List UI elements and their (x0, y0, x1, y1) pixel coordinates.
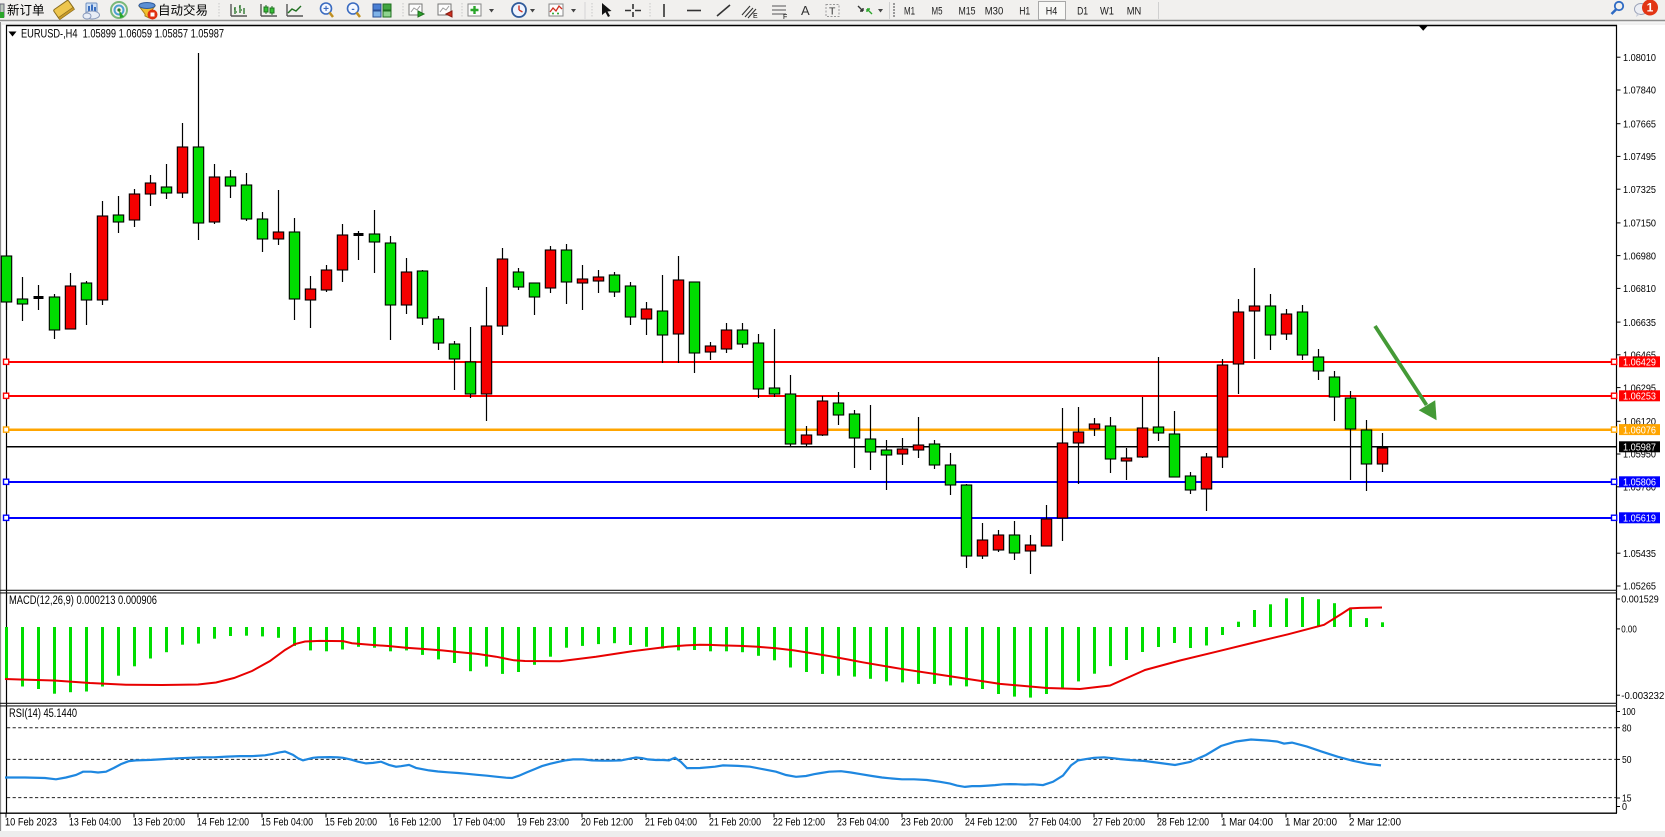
svg-text:1.06635: 1.06635 (1623, 318, 1656, 329)
svg-text:MACD(12,26,9) 0.000213 0.00090: MACD(12,26,9) 0.000213 0.000906 (9, 595, 157, 607)
svg-text:20 Feb 12:00: 20 Feb 12:00 (581, 817, 633, 829)
svg-text:1: 1 (1647, 1, 1654, 15)
svg-text:1 Mar 04:00: 1 Mar 04:00 (1221, 817, 1273, 829)
svg-text:21 Feb 20:00: 21 Feb 20:00 (709, 817, 761, 829)
svg-text:E: E (753, 13, 758, 20)
svg-text:1.06429: 1.06429 (1623, 358, 1656, 369)
svg-text:A: A (801, 3, 810, 18)
svg-text:28 Feb 12:00: 28 Feb 12:00 (1157, 817, 1209, 829)
svg-text:27 Feb 20:00: 27 Feb 20:00 (1093, 817, 1145, 829)
svg-text:-: - (351, 4, 354, 15)
svg-text:1.06465: 1.06465 (1623, 351, 1656, 362)
svg-text:2 Mar 12:00: 2 Mar 12:00 (1349, 817, 1401, 829)
svg-text:1.06076: 1.06076 (1623, 425, 1656, 436)
svg-text:15 Feb 04:00: 15 Feb 04:00 (261, 817, 313, 829)
svg-text:16 Feb 12:00: 16 Feb 12:00 (389, 817, 441, 829)
svg-text:1.05987: 1.05987 (1623, 443, 1656, 454)
svg-text:13 Feb 20:00: 13 Feb 20:00 (133, 817, 185, 829)
svg-text:1.07665: 1.07665 (1623, 119, 1656, 130)
svg-text:+: + (323, 4, 329, 15)
svg-text:M30: M30 (985, 6, 1004, 18)
svg-text:0.00: 0.00 (1621, 625, 1637, 636)
svg-text:D1: D1 (1077, 6, 1088, 18)
svg-text:1 Mar 20:00: 1 Mar 20:00 (1285, 817, 1337, 829)
svg-text:15: 15 (1622, 794, 1632, 805)
svg-text:13 Feb 04:00: 13 Feb 04:00 (69, 817, 121, 829)
svg-text:1.06120: 1.06120 (1623, 417, 1656, 428)
svg-text:23 Feb 04:00: 23 Feb 04:00 (837, 817, 889, 829)
svg-text:1.06980: 1.06980 (1623, 251, 1656, 262)
svg-text:1.05780: 1.05780 (1623, 483, 1656, 494)
svg-text:0: 0 (1622, 802, 1627, 813)
svg-text:-0.003232: -0.003232 (1621, 691, 1664, 702)
svg-text:M5: M5 (932, 6, 943, 18)
svg-text:24 Feb 12:00: 24 Feb 12:00 (965, 817, 1017, 829)
svg-text:新订单: 新订单 (7, 3, 45, 18)
svg-text:M15: M15 (959, 6, 976, 18)
svg-text:1.08010: 1.08010 (1623, 53, 1656, 64)
svg-text:1.05806: 1.05806 (1623, 478, 1656, 489)
svg-text:1.07495: 1.07495 (1623, 152, 1656, 163)
svg-text:1.06253: 1.06253 (1623, 392, 1656, 403)
svg-text:H1: H1 (1019, 6, 1030, 18)
svg-text:MN: MN (1127, 6, 1142, 18)
svg-text:1.07325: 1.07325 (1623, 185, 1656, 196)
svg-text:1.06295: 1.06295 (1623, 383, 1656, 394)
svg-text:15 Feb 20:00: 15 Feb 20:00 (325, 817, 377, 829)
svg-text:100: 100 (1622, 707, 1636, 718)
svg-text:1.05435: 1.05435 (1623, 549, 1656, 560)
svg-text:27 Feb 04:00: 27 Feb 04:00 (1029, 817, 1081, 829)
svg-text:M1: M1 (904, 6, 915, 18)
svg-text:F: F (783, 14, 787, 21)
svg-text:EURUSD-,H4 1.05899 1.06059 1.: EURUSD-,H4 1.05899 1.06059 1.05857 1.059… (21, 27, 224, 41)
svg-text:22 Feb 12:00: 22 Feb 12:00 (773, 817, 825, 829)
svg-text:10 Feb 2023: 10 Feb 2023 (5, 817, 57, 829)
svg-text:1.05619: 1.05619 (1623, 514, 1656, 525)
svg-text:14 Feb 12:00: 14 Feb 12:00 (197, 817, 249, 829)
svg-text:21 Feb 04:00: 21 Feb 04:00 (645, 817, 697, 829)
svg-text:1.05950: 1.05950 (1623, 450, 1656, 461)
svg-text:1.07150: 1.07150 (1623, 219, 1656, 230)
svg-text:50: 50 (1622, 755, 1632, 766)
svg-text:自动交易: 自动交易 (158, 3, 208, 18)
svg-text:1.07840: 1.07840 (1623, 86, 1656, 97)
svg-text:17 Feb 04:00: 17 Feb 04:00 (453, 817, 505, 829)
svg-text:T: T (829, 6, 836, 18)
svg-text:1.06810: 1.06810 (1623, 284, 1656, 295)
svg-text:23 Feb 20:00: 23 Feb 20:00 (901, 817, 953, 829)
svg-text:1.05265: 1.05265 (1623, 582, 1656, 593)
svg-text:H4: H4 (1046, 6, 1058, 18)
svg-text:W1: W1 (1100, 6, 1114, 18)
svg-text:19 Feb 23:00: 19 Feb 23:00 (517, 817, 569, 829)
svg-text:80: 80 (1622, 723, 1632, 734)
svg-text:0.001529: 0.001529 (1621, 595, 1659, 606)
svg-text:RSI(14) 45.1440: RSI(14) 45.1440 (9, 708, 77, 720)
